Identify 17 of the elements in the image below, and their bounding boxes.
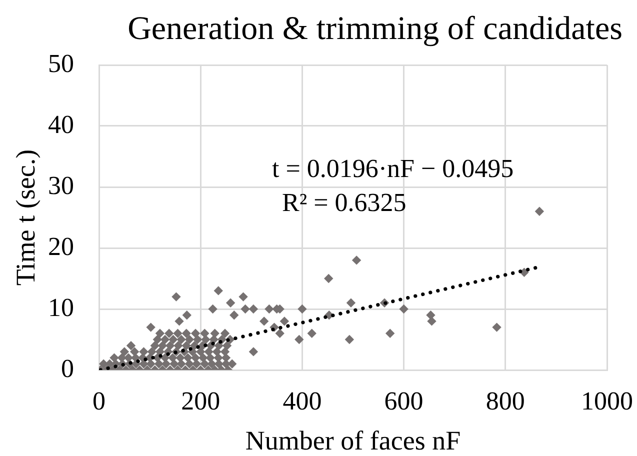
x-tick-label: 200 <box>181 386 220 416</box>
y-axis-title: Time t (sec.) <box>10 149 41 286</box>
y-tick-label: 50 <box>48 48 74 78</box>
x-tick-label: 800 <box>486 386 525 416</box>
y-tick-label: 0 <box>61 354 74 383</box>
annotation: R² = 0.6325 <box>282 188 406 217</box>
x-tick-label: 0 <box>92 386 106 416</box>
x-axis-title: Number of faces nF <box>245 426 461 456</box>
y-tick-label: 40 <box>48 110 74 139</box>
y-tick-label: 20 <box>48 232 74 261</box>
x-tick-label: 400 <box>282 386 322 416</box>
y-tick-label: 30 <box>48 170 74 200</box>
chart-title: Generation & trimming of candidates <box>128 11 622 47</box>
x-tick-label: 600 <box>384 386 424 416</box>
x-tick-label: 1000 <box>581 386 633 416</box>
annotation: t = 0.0196·nF − 0.0495 <box>272 154 514 183</box>
y-tick-label: 10 <box>48 292 74 322</box>
